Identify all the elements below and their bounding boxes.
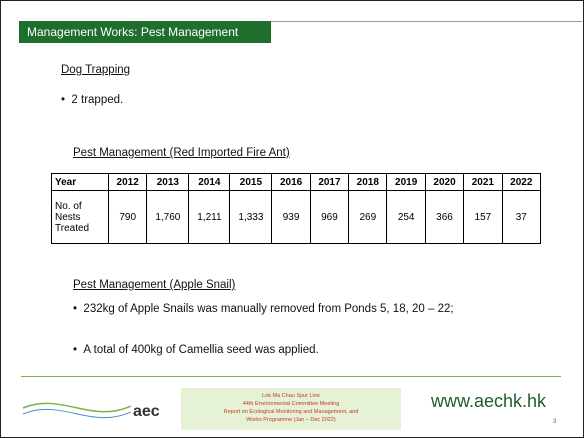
- table-cell: 969: [309, 190, 350, 244]
- table-cell: 254: [386, 190, 426, 244]
- table-cell: 269: [348, 190, 388, 244]
- table-cell: 366: [424, 190, 465, 244]
- header-cell: 2013: [146, 173, 190, 191]
- website: www.aechk.hk: [431, 391, 547, 411]
- logo-text: aec: [133, 403, 160, 420]
- logo-wave: [22, 402, 132, 413]
- logo: aec: [22, 402, 160, 420]
- section-heading: Pest Management (Apple Snail): [73, 279, 236, 291]
- header-cell: 2020: [424, 173, 465, 191]
- bullet-text: A total of 400kg of Camellia seed was ap…: [83, 344, 319, 356]
- table-cell: 790: [107, 190, 148, 244]
- top-rule: [271, 21, 582, 22]
- table-cell: 37: [501, 190, 542, 244]
- bullet: • 232kg of Apple Snails was manually rem…: [73, 303, 454, 315]
- header-cell: 2022: [501, 173, 542, 191]
- header-cell: 2017: [309, 173, 350, 191]
- header-cell: 2016: [271, 173, 311, 191]
- table-cell: 1,760: [146, 190, 190, 244]
- table-cell: 939: [271, 190, 311, 244]
- header-cell: 2012: [107, 173, 148, 191]
- bullet-text: 2 trapped.: [71, 94, 124, 106]
- bullet: • 2 trapped.: [61, 94, 124, 106]
- bullet-text: 232kg of Apple Snails was manually remov…: [83, 303, 454, 315]
- table-body: No. of Nests Treated 790 1,760 1,211 1,333 93…: [51, 190, 542, 244]
- slide-title: Management Works: Pest Management: [19, 21, 271, 43]
- table-cell: 157: [463, 190, 503, 244]
- logo-wave: [22, 408, 132, 419]
- meeting-box: Lok Ma Chau Spur Line 44th Environmental…: [181, 388, 401, 430]
- data-table: Year 2012 2013 2014 2015 2016 2017 2018 2019 2020…: [51, 173, 542, 244]
- table-header-row: Year 2012 2013 2014 2015 2016 2017 2018 2019 2020…: [51, 173, 542, 191]
- meeting-line: Lok Ma Chau Spur Line: [262, 393, 320, 399]
- bullet: • A total of 400kg of Camellia seed was …: [73, 344, 319, 356]
- header-cell: 2018: [348, 173, 388, 191]
- table-cell: 1,333: [229, 190, 273, 244]
- table-cell: No. of Nests Treated: [51, 190, 109, 244]
- header-cell: Year: [51, 173, 109, 191]
- header-cell: 2019: [386, 173, 426, 191]
- header-cell: 2014: [188, 173, 231, 191]
- table-cell: 1,211: [188, 190, 231, 244]
- page-number: 3: [553, 419, 557, 425]
- meeting-line: Report on Ecological Monitoring and Mana…: [223, 409, 359, 415]
- section-heading: Dog Trapping: [61, 64, 131, 76]
- table-row: No. of Nests Treated 790 1,760 1,211 1,333 93…: [51, 190, 542, 244]
- meeting-line: Works Programme (Jan – Dec 2022): [246, 417, 336, 423]
- footer-rule: [21, 376, 561, 377]
- meeting-line: 44th Environmental Committee Meeting: [242, 401, 340, 407]
- header-cell: 2015: [229, 173, 273, 191]
- section-heading: Pest Management (Red Imported Fire Ant): [73, 147, 290, 159]
- header-cell: 2021: [463, 173, 503, 191]
